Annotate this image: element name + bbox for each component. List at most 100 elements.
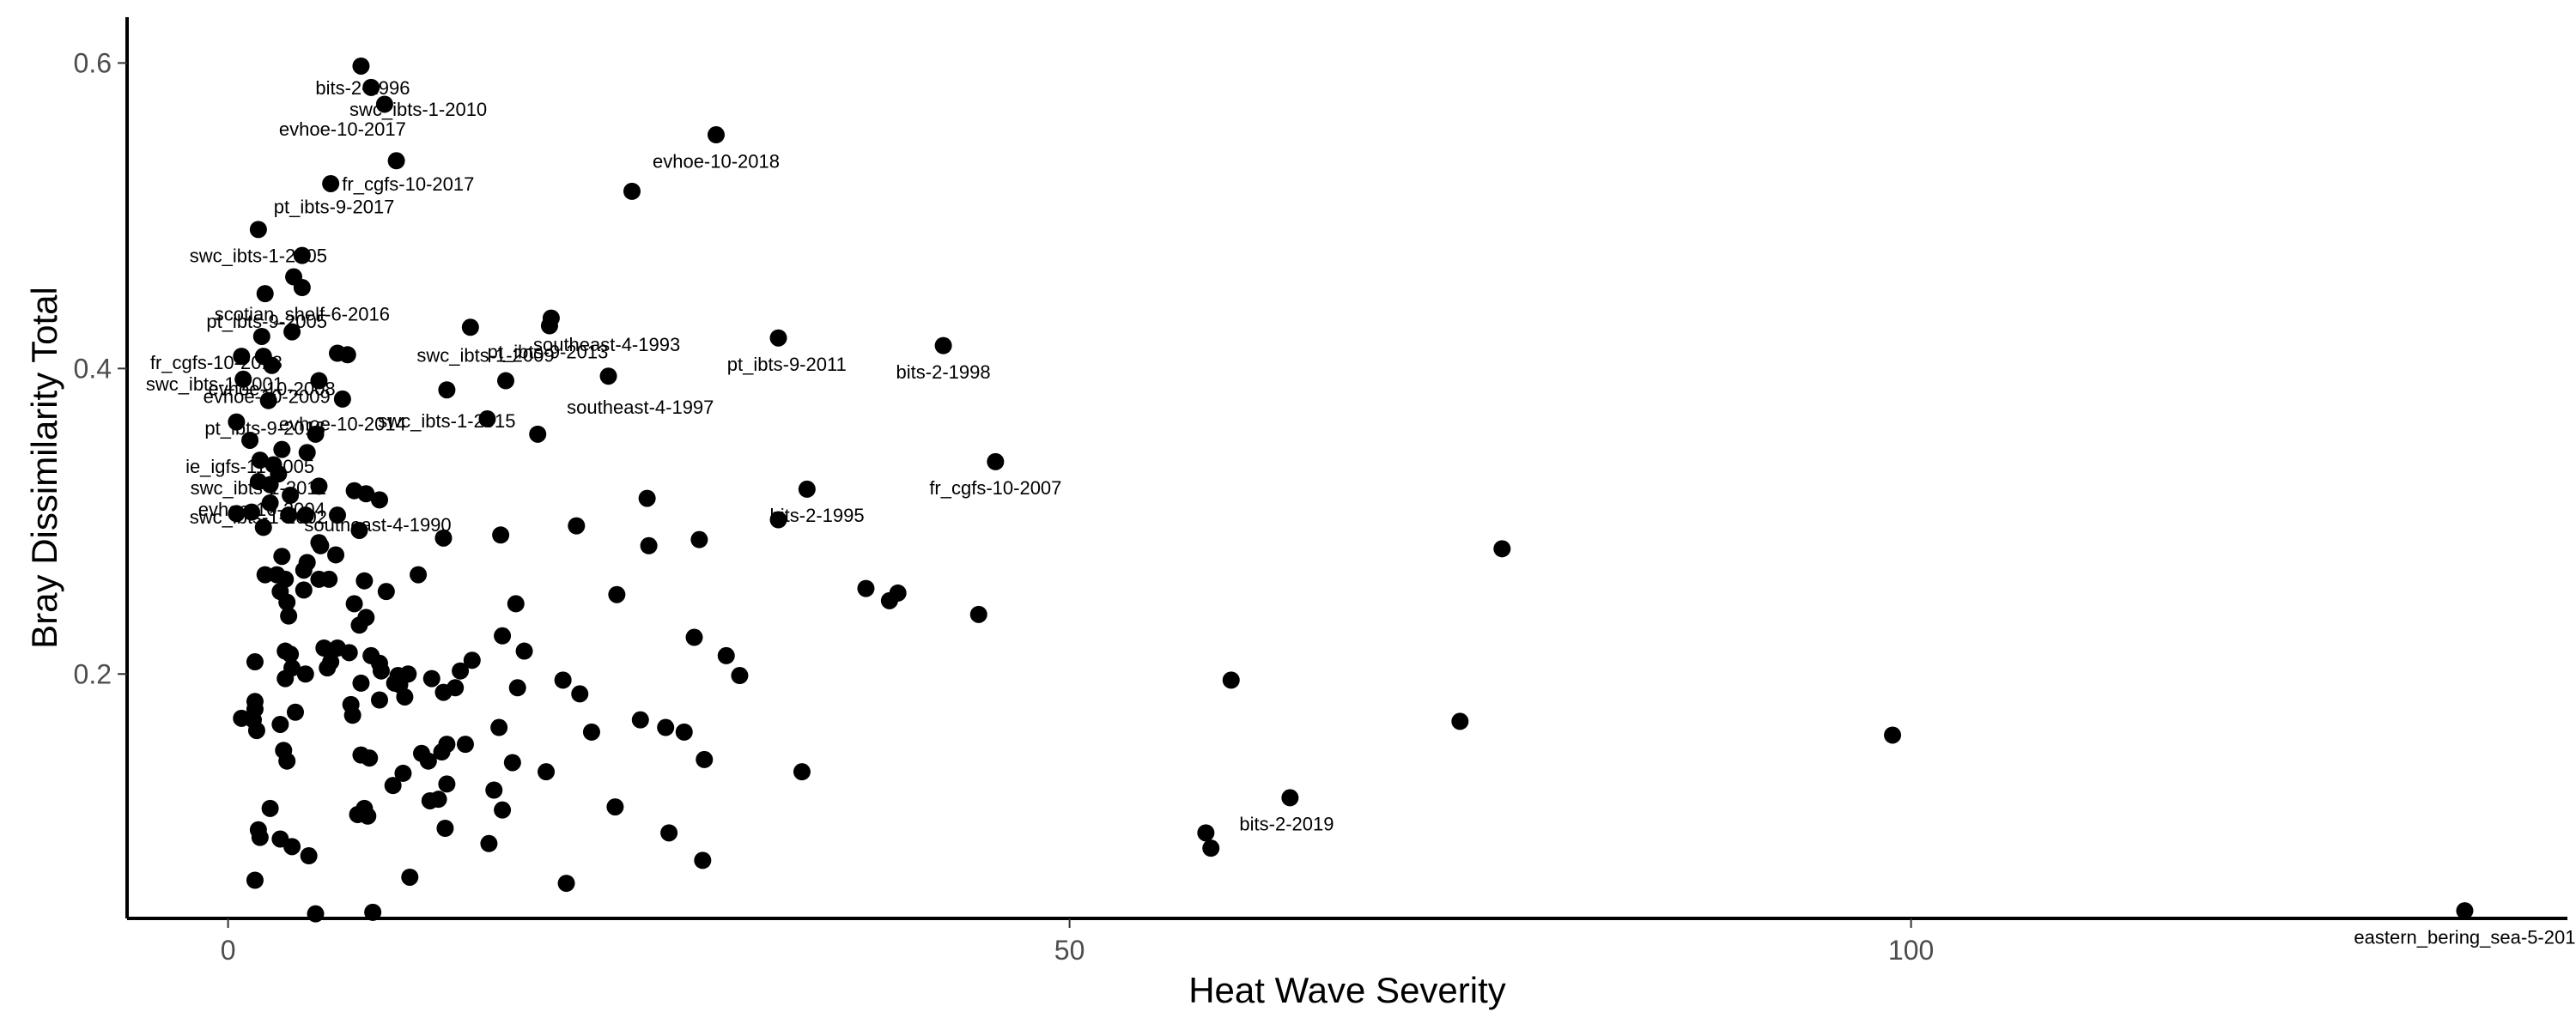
point-label: bits-2-2019 — [1239, 814, 1334, 835]
data-point — [769, 329, 787, 347]
data-point — [419, 752, 437, 770]
data-point — [490, 718, 508, 736]
point-label: southeast-4-1993 — [533, 334, 680, 355]
data-point — [327, 546, 345, 564]
data-point — [571, 685, 589, 703]
data-point — [694, 851, 712, 869]
data-point — [880, 591, 898, 609]
data-point — [310, 477, 328, 495]
data-point — [640, 536, 658, 554]
data-point — [478, 410, 496, 428]
data-point — [280, 506, 298, 524]
data-point — [433, 743, 451, 761]
data-point — [362, 78, 380, 96]
data-point — [436, 820, 454, 837]
data-point — [515, 642, 533, 660]
data-point — [631, 711, 649, 729]
data-point — [364, 903, 382, 921]
point-label: pt_ibts-9-2005 — [206, 311, 327, 332]
data-point — [273, 440, 291, 458]
data-point — [333, 390, 351, 408]
y-tick-label: 0.2 — [74, 658, 112, 689]
y-tick-label: 0.6 — [74, 47, 112, 78]
point-label: scotian_shelf-6-2016 — [215, 303, 390, 324]
data-point — [361, 749, 379, 767]
data-point — [293, 279, 311, 296]
data-point — [987, 452, 1005, 470]
data-point — [319, 659, 337, 677]
point-label: swc_ibts-1-2011 — [191, 477, 327, 499]
data-point — [254, 518, 272, 536]
data-point — [278, 593, 296, 611]
data-point — [352, 57, 370, 75]
data-point — [345, 595, 363, 613]
data-point — [320, 570, 338, 588]
data-point — [675, 723, 693, 741]
data-point — [497, 372, 514, 390]
data-point — [371, 491, 388, 509]
data-point — [2456, 902, 2474, 920]
point-label: fr_cgfs-10-2018 — [150, 352, 283, 373]
data-point — [283, 323, 301, 341]
data-points — [228, 57, 2474, 923]
data-point — [657, 718, 675, 736]
data-point — [857, 579, 875, 597]
data-point — [798, 480, 816, 498]
data-point — [529, 425, 547, 443]
y-axis-title: Bray Dissimilarity Total — [24, 287, 64, 649]
y-tick-label: 0.4 — [74, 353, 112, 384]
x-tick-label: 100 — [1888, 935, 1934, 966]
data-point — [717, 646, 735, 664]
point-label: southeast-4-1997 — [567, 397, 714, 418]
data-point — [1451, 712, 1469, 730]
data-point — [322, 174, 340, 192]
data-point — [452, 662, 470, 680]
point-label: southeast-4-1990 — [304, 514, 451, 536]
data-point — [690, 530, 708, 548]
data-point — [387, 152, 405, 170]
x-axis-ticks: 0 50 100 — [221, 918, 1934, 966]
x-axis-title: Heat Wave Severity — [1188, 970, 1506, 1010]
data-point — [271, 715, 289, 733]
point-label: pt_ibts-9-2017 — [274, 197, 395, 218]
data-point — [557, 875, 575, 893]
data-point — [340, 644, 358, 662]
data-point — [243, 503, 261, 521]
point-label: fr_cgfs-10-2007 — [929, 477, 1061, 499]
data-point — [429, 791, 447, 809]
data-point — [246, 871, 264, 889]
data-point — [934, 336, 952, 354]
data-point — [606, 798, 624, 816]
data-point — [372, 662, 390, 680]
data-point — [538, 763, 556, 781]
data-point — [280, 607, 298, 625]
data-point — [540, 317, 558, 335]
data-point — [233, 348, 251, 366]
data-point — [249, 221, 267, 239]
data-point — [295, 561, 313, 579]
data-point — [252, 327, 270, 345]
data-point — [295, 581, 313, 599]
data-point — [315, 639, 333, 657]
point-label: swc_ibts-1-2002 — [190, 506, 327, 528]
point-label: pt_ibts-9-2013 — [488, 342, 609, 363]
data-point — [247, 722, 265, 740]
data-point — [377, 583, 395, 601]
data-point — [352, 674, 370, 692]
point-label: pt_ibts-9-2016 — [204, 418, 325, 439]
data-point — [1884, 726, 1902, 744]
data-point — [343, 706, 361, 724]
data-point — [696, 750, 714, 768]
data-point — [731, 667, 749, 685]
data-point — [608, 585, 626, 603]
data-point — [969, 605, 987, 623]
data-point — [261, 494, 279, 512]
data-point — [554, 671, 572, 689]
data-point — [261, 476, 279, 494]
data-point — [660, 824, 678, 842]
data-point — [278, 752, 296, 770]
data-point — [456, 736, 474, 754]
data-point — [256, 566, 274, 584]
